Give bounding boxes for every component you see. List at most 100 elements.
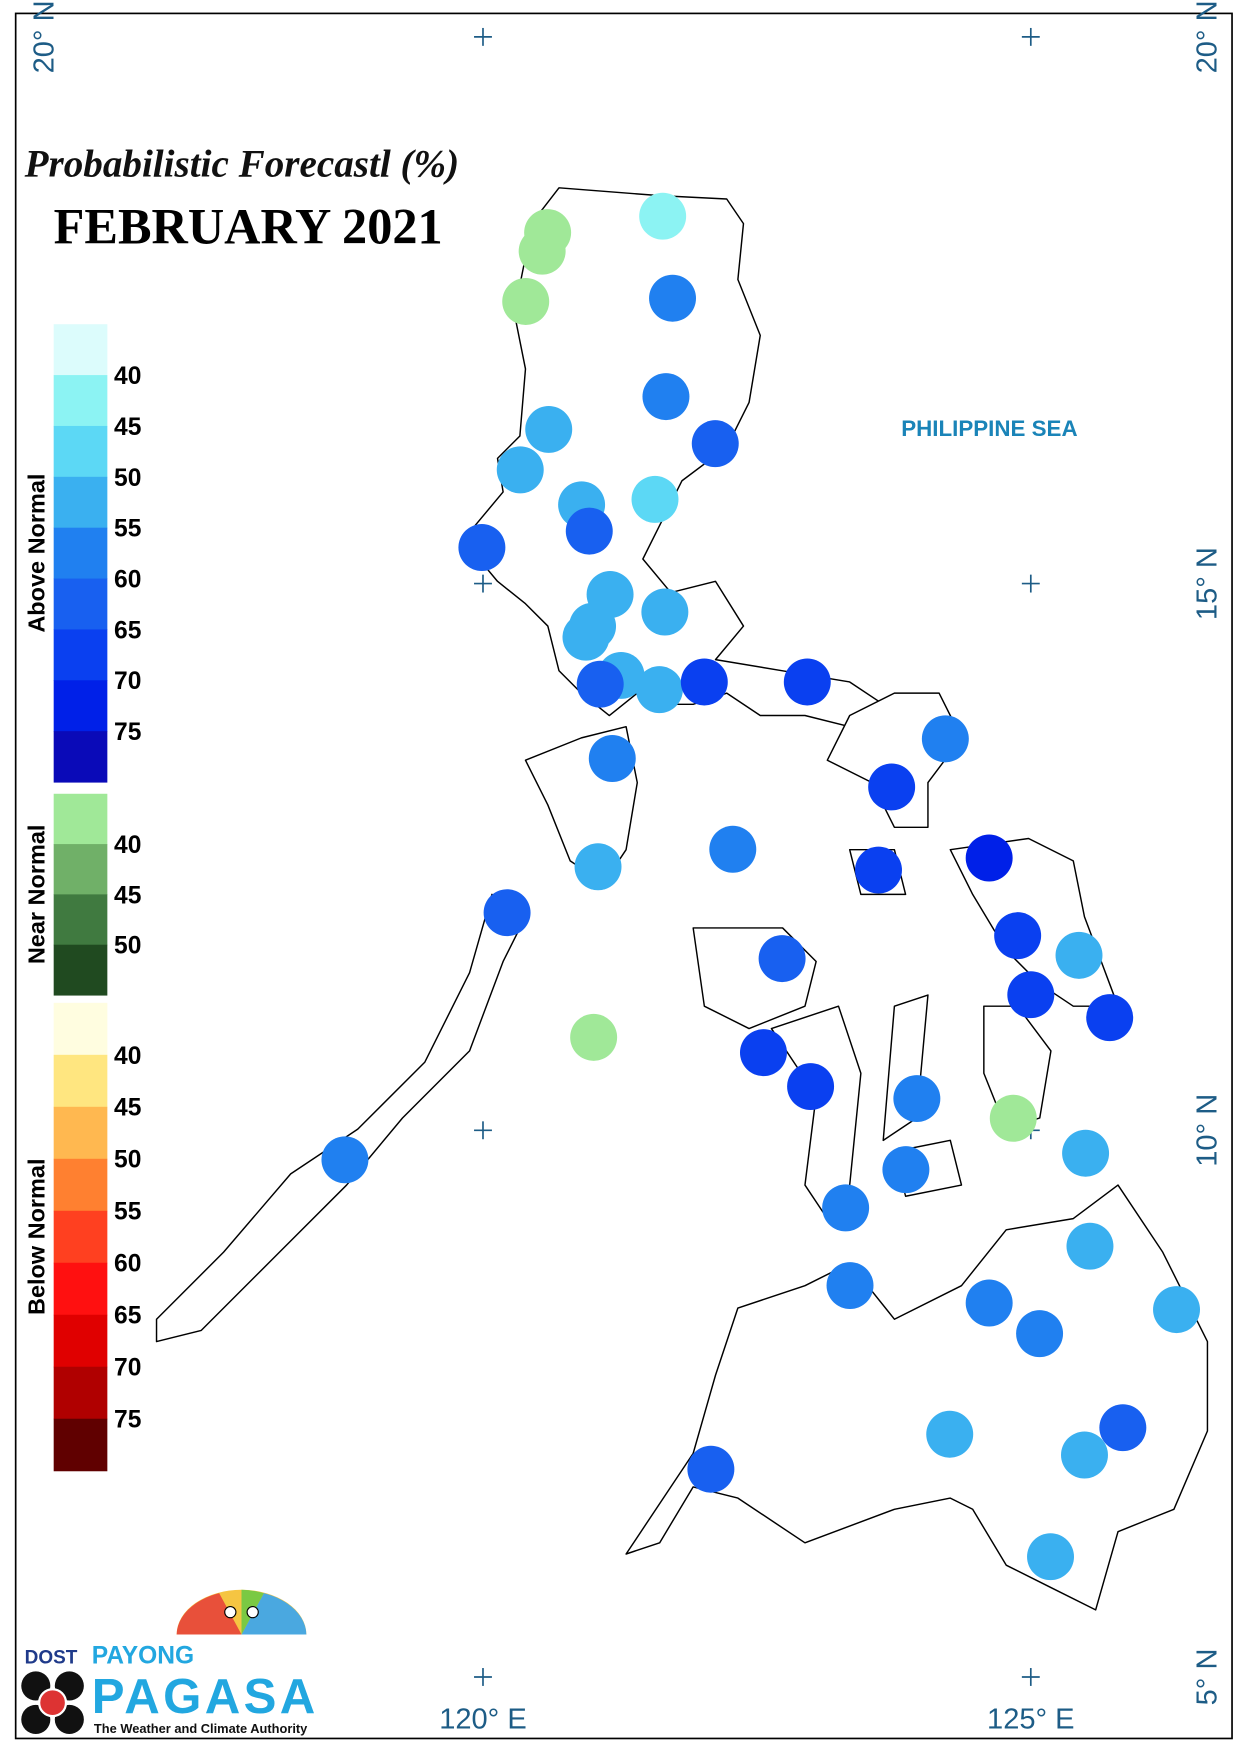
legend-swatch	[53, 1366, 108, 1420]
legend-label: 50	[114, 933, 141, 960]
station-marker	[458, 524, 506, 571]
legend-label: 50	[114, 465, 141, 492]
station-marker	[709, 825, 757, 873]
station-marker	[1153, 1286, 1200, 1334]
station-marker	[994, 912, 1042, 960]
station-marker	[562, 613, 610, 661]
lat-label: 10° N	[1191, 1094, 1223, 1167]
legend-label: 60	[114, 1251, 141, 1278]
station-marker	[965, 1279, 1013, 1327]
legend-swatch	[53, 476, 108, 529]
umbrella-panel	[176, 1593, 242, 1635]
legend-swatch	[53, 680, 108, 732]
legend-label: 40	[114, 363, 141, 390]
legend-group-label: Near Normal	[24, 825, 50, 965]
station-marker	[631, 475, 679, 523]
station-marker	[868, 763, 916, 811]
legend-swatch	[53, 1210, 108, 1264]
lon-label: 125° E	[987, 1703, 1075, 1735]
station-marker	[758, 935, 806, 983]
station-marker	[635, 666, 683, 714]
lat-label: 20° N	[29, 0, 61, 73]
legend-swatch	[53, 527, 108, 580]
station-marker	[826, 1262, 874, 1310]
legend-label: 60	[114, 567, 141, 594]
legend-swatch	[53, 844, 108, 895]
mindanao	[625, 1184, 1209, 1611]
station-marker	[639, 192, 687, 240]
lon-label: 120° E	[439, 1703, 527, 1735]
legend-swatch	[53, 1262, 108, 1316]
station-marker	[855, 846, 902, 894]
station-marker	[321, 1136, 369, 1184]
station-marker	[680, 658, 728, 706]
legend: 40 45 50 55 60 65 70 75 Above Normal 40 45 50 Near N…	[24, 324, 141, 1472]
umbrella-eye	[246, 1605, 259, 1619]
station-marker	[739, 1029, 787, 1077]
legend-label: 75	[114, 719, 141, 746]
dost-emblem	[21, 1671, 84, 1734]
logo-agency: DOST	[25, 1648, 78, 1669]
legend-label: 45	[114, 414, 141, 441]
legend-label: 40	[114, 1043, 141, 1070]
legend-label: 45	[114, 1095, 141, 1122]
umbrella-panel	[241, 1593, 307, 1635]
station-marker	[570, 1013, 618, 1061]
legend-swatch	[53, 731, 108, 783]
luzon	[468, 187, 884, 728]
legend-label: 65	[114, 1303, 141, 1330]
station-marker	[787, 1063, 835, 1111]
legend-swatch	[53, 1418, 108, 1472]
legend-label: 65	[114, 617, 141, 644]
station-marker	[576, 660, 624, 708]
legend-swatch	[53, 894, 108, 946]
map-title: Probabilistic Forecastl (%)	[24, 143, 460, 186]
station-marker	[574, 843, 622, 891]
station-marker	[1062, 1129, 1110, 1177]
station-marker	[1027, 1533, 1074, 1581]
legend-group-label: Below Normal	[24, 1159, 50, 1316]
station-marker	[502, 278, 550, 325]
legend-label: 45	[114, 882, 141, 909]
lat-label: 15° N	[1191, 547, 1223, 620]
station-marker	[882, 1146, 930, 1194]
legend-swatch	[53, 1054, 108, 1108]
station-marker	[1055, 931, 1103, 979]
legend-label: 70	[114, 1355, 141, 1382]
station-marker	[926, 1410, 974, 1458]
legend-label: 50	[114, 1147, 141, 1174]
grid-cross	[1021, 574, 1040, 593]
station-marker	[565, 507, 613, 555]
station-marker	[822, 1184, 870, 1232]
station-marker	[641, 588, 689, 636]
station-marker	[687, 1445, 735, 1493]
station-marker	[518, 227, 566, 275]
logo-brand-main: PAGASA	[92, 1669, 319, 1724]
legend-swatch	[53, 425, 108, 478]
logo: DOST PAYONG PAGASA The Weather and Clima…	[21, 1589, 319, 1736]
graticule: 20° N 20° N 15° N 10° N 5° N 120° E 125° E	[29, 0, 1224, 1735]
legend-swatch	[53, 944, 108, 996]
station-marker	[525, 405, 573, 453]
station-marker	[483, 889, 531, 937]
legend-swatch	[53, 324, 108, 376]
legend-swatch	[53, 1106, 108, 1160]
umbrella-eye	[224, 1605, 237, 1619]
logo-tagline: The Weather and Climate Authority	[94, 1721, 308, 1736]
station-marker	[893, 1075, 941, 1123]
station-marker	[691, 420, 739, 468]
map-subtitle: FEBRUARY 2021	[54, 199, 443, 255]
legend-swatch	[53, 629, 108, 681]
station-marker	[1016, 1310, 1064, 1358]
legend-swatch	[53, 375, 108, 427]
legend-swatch	[53, 793, 108, 845]
legend-label: 55	[114, 1199, 141, 1226]
station-marker	[642, 373, 690, 421]
lat-label: 20° N	[1191, 0, 1223, 73]
station-marker	[1086, 994, 1134, 1042]
station-marker	[783, 658, 831, 706]
legend-group-label: Above Normal	[24, 474, 50, 633]
legend-swatch	[53, 1314, 108, 1368]
